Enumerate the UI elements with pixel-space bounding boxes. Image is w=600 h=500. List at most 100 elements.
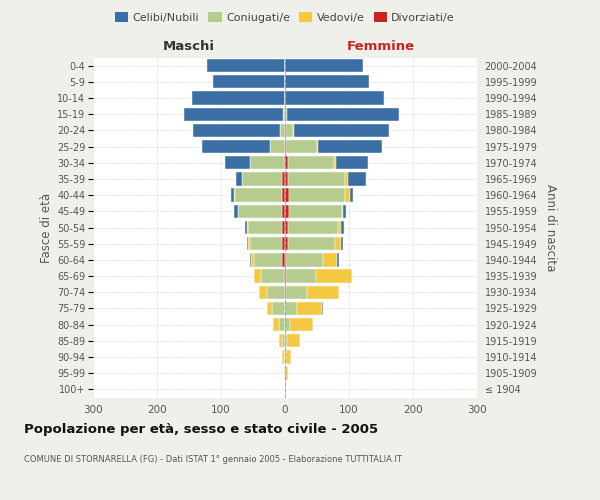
Bar: [247, 237, 248, 250]
Bar: [285, 221, 288, 234]
Bar: [285, 383, 286, 396]
Bar: [343, 204, 346, 218]
Bar: [283, 108, 285, 121]
Bar: [288, 237, 335, 250]
Bar: [284, 156, 285, 170]
Y-axis label: Anni di nascita: Anni di nascita: [544, 184, 557, 271]
Bar: [285, 204, 289, 218]
Bar: [350, 188, 353, 202]
Bar: [284, 270, 285, 282]
Bar: [284, 350, 285, 364]
Bar: [202, 140, 269, 153]
Bar: [334, 156, 336, 170]
Bar: [285, 75, 370, 88]
Bar: [345, 188, 350, 202]
Legend: Celibi/Nubili, Coniugati/e, Vedovi/e, Divorziati/e: Celibi/Nubili, Coniugati/e, Vedovi/e, Di…: [110, 8, 460, 28]
Bar: [317, 140, 318, 153]
Bar: [307, 286, 339, 299]
Bar: [282, 350, 284, 364]
Bar: [337, 253, 339, 266]
Bar: [294, 124, 389, 137]
Bar: [286, 253, 323, 266]
Bar: [285, 334, 287, 347]
Bar: [254, 270, 260, 282]
Bar: [285, 108, 287, 121]
Bar: [341, 237, 343, 250]
Bar: [287, 108, 399, 121]
Y-axis label: Fasce di età: Fasce di età: [40, 192, 53, 262]
Bar: [284, 366, 285, 380]
Bar: [285, 188, 289, 202]
Bar: [283, 221, 285, 234]
Bar: [267, 286, 285, 299]
Bar: [341, 221, 344, 234]
Bar: [285, 172, 288, 186]
Bar: [287, 334, 300, 347]
Bar: [342, 204, 343, 218]
Bar: [269, 140, 285, 153]
Bar: [289, 188, 345, 202]
Bar: [323, 253, 337, 266]
Bar: [207, 59, 285, 72]
Bar: [254, 253, 283, 266]
Bar: [286, 270, 316, 282]
Bar: [285, 140, 286, 153]
Bar: [226, 156, 250, 170]
Bar: [285, 92, 384, 104]
Bar: [247, 221, 248, 234]
Bar: [285, 302, 296, 315]
Bar: [251, 253, 254, 266]
Text: Popolazione per età, sesso e stato civile - 2005: Popolazione per età, sesso e stato civil…: [24, 422, 378, 436]
Bar: [235, 188, 282, 202]
Bar: [287, 156, 334, 170]
Bar: [336, 156, 368, 170]
Bar: [285, 124, 286, 137]
Bar: [288, 221, 338, 234]
Bar: [285, 366, 287, 380]
Bar: [286, 286, 307, 299]
Bar: [296, 302, 322, 315]
Bar: [288, 172, 344, 186]
Bar: [248, 221, 283, 234]
Bar: [278, 318, 285, 332]
Text: COMUNE DI STORNARELLA (FG) - Dati ISTAT 1° gennaio 2005 - Elaborazione TUTTITALI: COMUNE DI STORNARELLA (FG) - Dati ISTAT …: [24, 455, 402, 464]
Bar: [260, 270, 284, 282]
Bar: [339, 286, 340, 299]
Bar: [267, 302, 272, 315]
Bar: [285, 270, 286, 282]
Bar: [322, 302, 323, 315]
Bar: [318, 140, 382, 153]
Bar: [285, 253, 286, 266]
Bar: [285, 286, 286, 299]
Bar: [193, 124, 280, 137]
Bar: [245, 221, 247, 234]
Bar: [285, 350, 286, 364]
Bar: [282, 204, 285, 218]
Bar: [279, 334, 282, 347]
Bar: [338, 221, 341, 234]
Bar: [286, 350, 291, 364]
Bar: [293, 124, 294, 137]
Bar: [238, 204, 282, 218]
Bar: [316, 270, 352, 282]
Bar: [282, 334, 285, 347]
Bar: [192, 92, 285, 104]
Text: Maschi: Maschi: [163, 40, 215, 52]
Bar: [282, 237, 285, 250]
Bar: [250, 253, 251, 266]
Bar: [283, 172, 285, 186]
Bar: [250, 156, 284, 170]
Bar: [282, 188, 285, 202]
Bar: [290, 318, 313, 332]
Bar: [242, 172, 283, 186]
Bar: [285, 59, 363, 72]
Bar: [289, 204, 342, 218]
Bar: [274, 318, 278, 332]
Bar: [286, 140, 317, 153]
Bar: [248, 237, 250, 250]
Text: Femmine: Femmine: [347, 40, 415, 52]
Bar: [259, 286, 267, 299]
Bar: [214, 75, 285, 88]
Bar: [236, 172, 242, 186]
Bar: [280, 124, 285, 137]
